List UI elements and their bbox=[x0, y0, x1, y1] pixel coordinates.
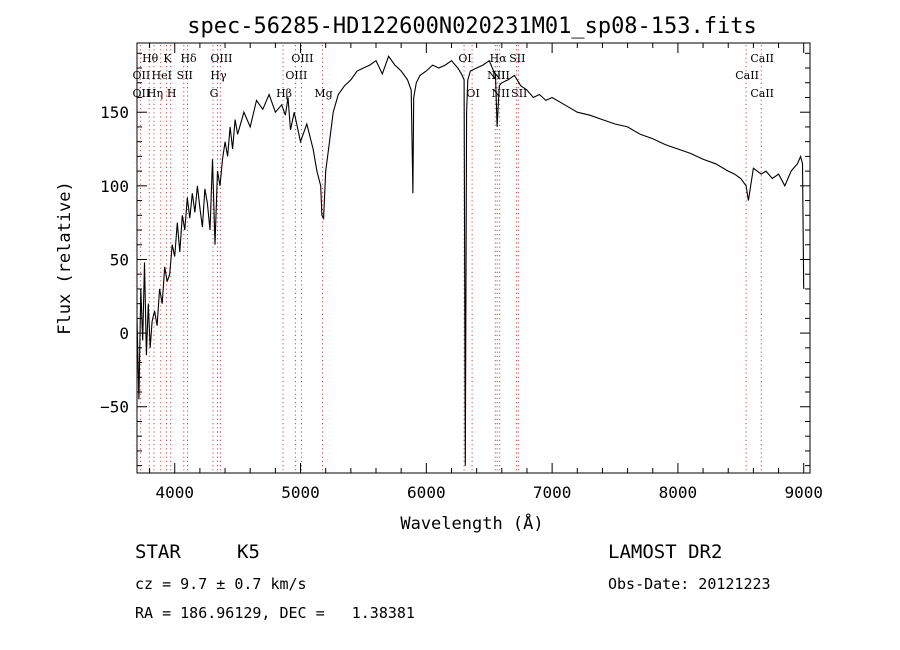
x-tick-label: 4000 bbox=[155, 483, 194, 502]
spectral-line-label: OI bbox=[458, 52, 471, 65]
spectral-line-label: CaII bbox=[750, 52, 774, 65]
spectral-line-label: OII bbox=[133, 69, 151, 82]
object-class: STAR bbox=[135, 541, 181, 563]
y-tick-label: 100 bbox=[100, 177, 129, 196]
spectral-line-label: H bbox=[167, 87, 177, 100]
spectral-line-label: NII bbox=[487, 69, 505, 82]
x-tick-label: 9000 bbox=[784, 483, 823, 502]
y-tick-label: 0 bbox=[119, 324, 129, 343]
spectral-line-label: OIII bbox=[291, 52, 313, 65]
spectral-line-label: HeI bbox=[152, 69, 172, 82]
spectral-line-label: OIII bbox=[210, 52, 232, 65]
x-tick-label: 6000 bbox=[407, 483, 446, 502]
y-tick-label: 50 bbox=[110, 250, 129, 269]
x-axis-ticks: 4000 5000 6000 7000 8000 9000 bbox=[149, 43, 823, 502]
spectral-line-label: SII bbox=[511, 87, 527, 100]
spectral-line-markers bbox=[139, 45, 762, 471]
y-axis-title: Flux (relative) bbox=[55, 181, 75, 335]
spectral-line-label: OI bbox=[466, 87, 479, 100]
x-tick-label: 7000 bbox=[533, 483, 572, 502]
spectrum-series-line bbox=[136, 55, 805, 466]
spectral-line-label: Hδ bbox=[180, 52, 197, 65]
spectral-line-label: Mg bbox=[314, 87, 332, 100]
spectral-line-label: Hγ bbox=[210, 69, 227, 82]
x-axis-title: Wavelength (Å) bbox=[400, 512, 543, 534]
x-tick-label: 5000 bbox=[281, 483, 320, 502]
plot-frame bbox=[136, 42, 811, 474]
spectral-line-label: CaII bbox=[750, 87, 774, 100]
spectral-line-label: Hα bbox=[490, 52, 508, 65]
spectral-line-label: SII bbox=[177, 69, 193, 82]
spectral-line-label: Hβ bbox=[276, 87, 292, 100]
y-tick-label: 150 bbox=[100, 103, 129, 122]
redshift-readout: cz = 9.7 ± 0.7 km/s bbox=[135, 575, 307, 593]
spectral-line-label: Hη bbox=[147, 87, 163, 100]
object-subclass: K5 bbox=[237, 541, 260, 563]
observation-date: Obs-Date: 20121223 bbox=[608, 575, 771, 593]
y-tick-label: −50 bbox=[100, 398, 129, 417]
spectral-line-label: OIII bbox=[285, 69, 307, 82]
spectral-line-label: SII bbox=[509, 52, 525, 65]
spectral-line-label: NII bbox=[492, 87, 510, 100]
survey-name: LAMOST DR2 bbox=[608, 541, 723, 563]
coordinates-readout: RA = 186.96129, DEC = 1.38381 bbox=[135, 604, 415, 622]
chart-title: spec-56285-HD122600N020231M01_sp08-153.f… bbox=[187, 14, 757, 39]
spectral-line-label: K bbox=[163, 52, 172, 65]
spectral-line-label: CaII bbox=[735, 69, 759, 82]
y-axis-ticks: −50 0 50 100 150 bbox=[100, 52, 810, 467]
spectral-line-label: Hθ bbox=[142, 52, 159, 65]
x-tick-label: 8000 bbox=[659, 483, 698, 502]
spectral-line-label: G bbox=[210, 87, 219, 100]
